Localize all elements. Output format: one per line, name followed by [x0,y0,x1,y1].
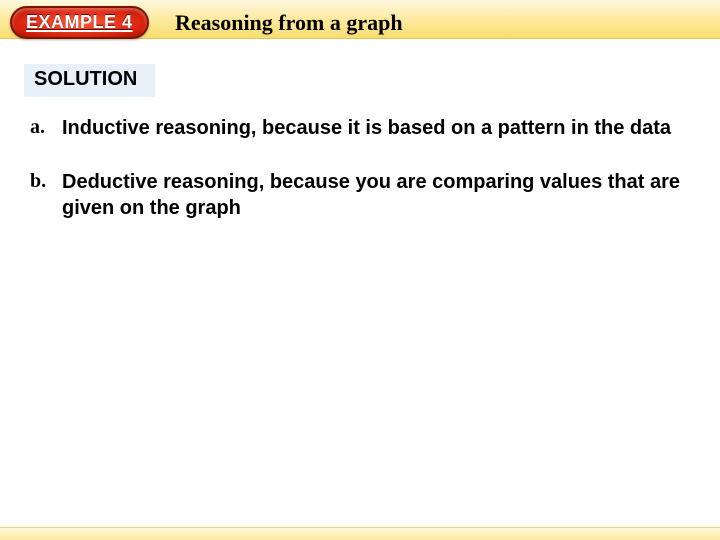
answer-letter: a. [30,115,62,139]
answer-item-a: a. Inductive reasoning, because it is ba… [30,115,690,141]
page-title: Reasoning from a graph [175,10,403,36]
footer-stripe [0,527,720,540]
example-badge: EXAMPLE 4 [10,6,149,39]
answer-list: a. Inductive reasoning, because it is ba… [30,115,690,249]
example-badge-label: EXAMPLE 4 [10,6,149,39]
answer-item-b: b. Deductive reasoning, because you are … [30,169,690,221]
answer-text: Inductive reasoning, because it is based… [62,115,671,141]
answer-letter: b. [30,169,62,193]
solution-label: SOLUTION [24,64,155,97]
answer-text: Deductive reasoning, because you are com… [62,169,690,221]
